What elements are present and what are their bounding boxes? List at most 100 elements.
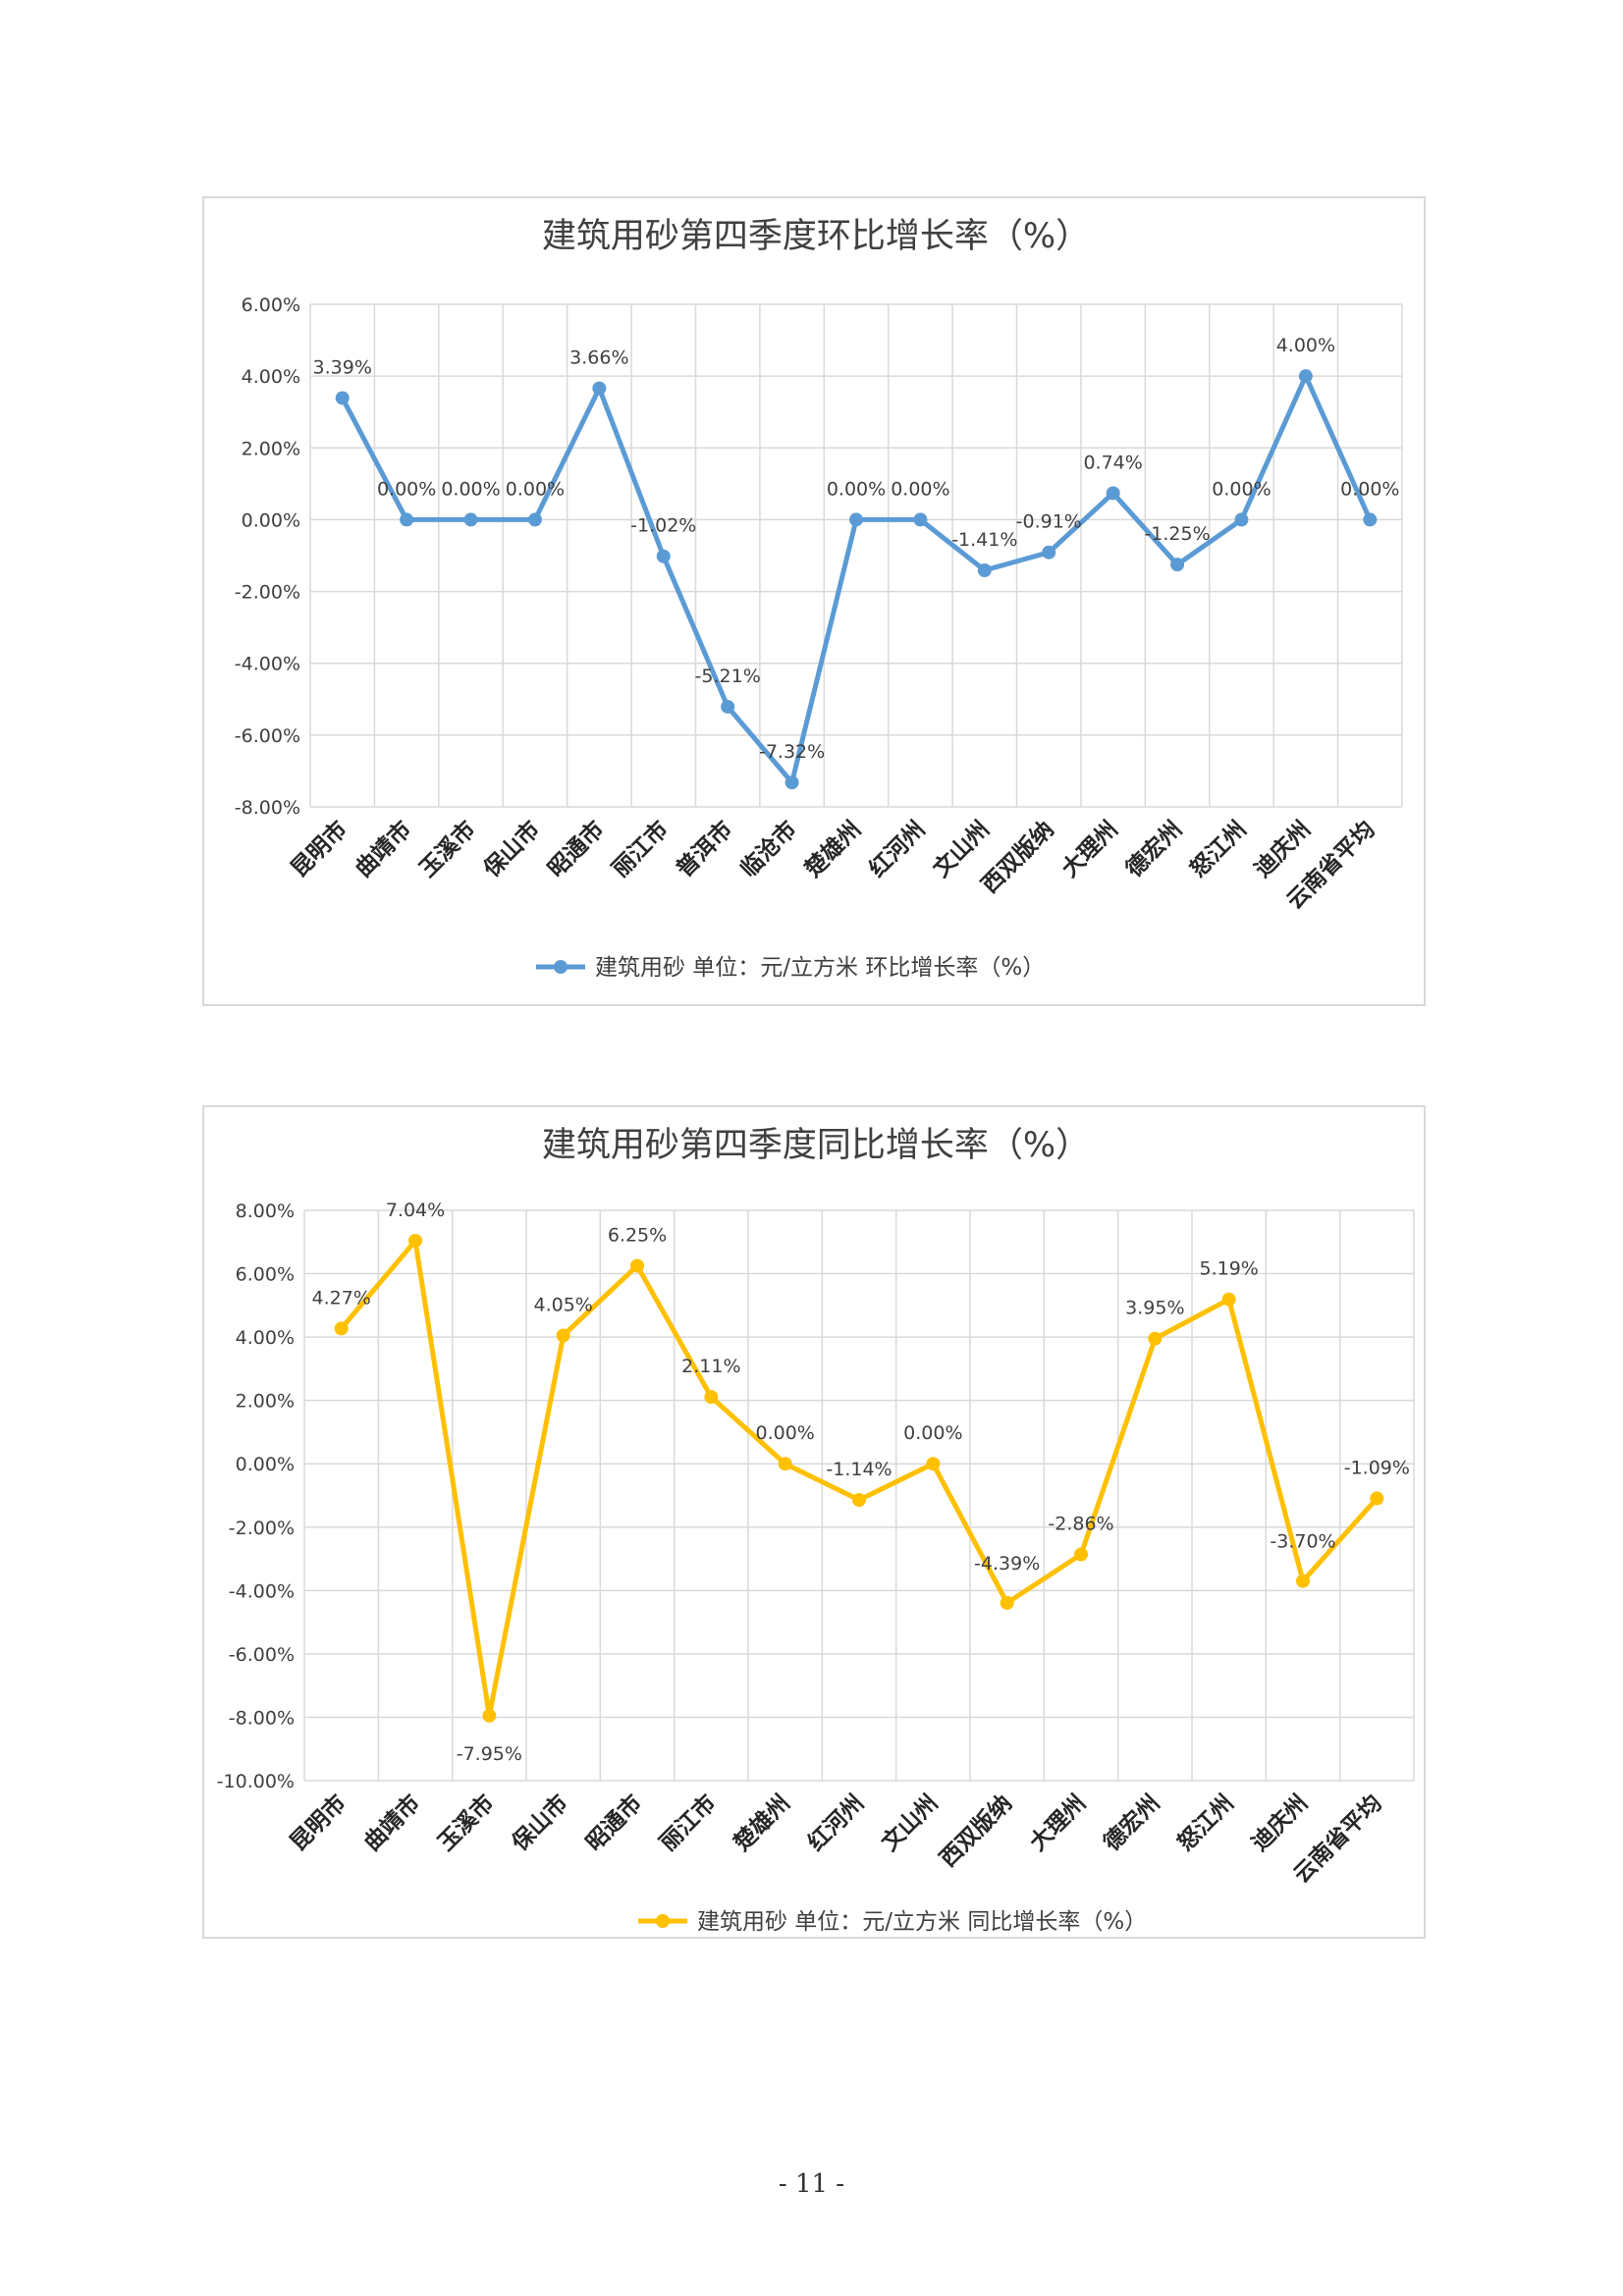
data-label: 0.00%	[1340, 478, 1399, 500]
data-point	[1363, 512, 1378, 527]
data-point	[1074, 1547, 1088, 1562]
data-label: 3.95%	[1125, 1298, 1184, 1319]
x-tick-label: 昆明市	[286, 816, 352, 882]
data-point	[1106, 486, 1120, 501]
data-point	[1221, 1292, 1236, 1307]
data-point	[977, 562, 992, 577]
data-point	[482, 1708, 497, 1723]
data-point	[1000, 1595, 1014, 1610]
y-tick-label: 8.00%	[236, 1201, 295, 1222]
data-point	[926, 1457, 941, 1471]
x-tick-label: 红河州	[864, 816, 931, 882]
data-point	[721, 699, 735, 714]
x-tick-label: 大理州	[1025, 1790, 1091, 1856]
x-tick-label: 临沧市	[735, 816, 802, 882]
x-tick-label: 曲靖市	[358, 1789, 425, 1856]
x-tick-label: 保山市	[478, 816, 546, 883]
series-line	[340, 373, 1373, 785]
data-point	[630, 1258, 644, 1273]
data-label: -3.70%	[1270, 1531, 1335, 1553]
data-point	[335, 391, 350, 405]
data-point	[1170, 558, 1185, 572]
data-label: -1.25%	[1144, 523, 1210, 545]
data-label: 6.25%	[608, 1224, 667, 1246]
data-label: -7.32%	[759, 741, 825, 763]
x-tick-label: 普洱市	[672, 816, 738, 882]
x-tick-label: 昭通市	[580, 1789, 647, 1856]
data-label: 0.00%	[903, 1422, 962, 1444]
y-tick-label: 0.00%	[242, 509, 300, 531]
y-tick-label: -4.00%	[229, 1580, 295, 1602]
y-tick-label: 6.00%	[236, 1264, 295, 1286]
data-label: -1.09%	[1344, 1457, 1410, 1478]
data-label: 0.00%	[441, 478, 500, 500]
y-tick-label: 6.00%	[242, 294, 300, 316]
data-label: 3.39%	[313, 356, 372, 378]
x-tick-label: 保山市	[506, 1789, 573, 1857]
data-label: 0.00%	[506, 478, 565, 500]
data-point	[849, 512, 863, 527]
y-tick-label: 0.00%	[236, 1454, 295, 1475]
data-label: 3.66%	[569, 347, 628, 369]
data-point	[778, 1457, 792, 1471]
chart-title: 建筑用砂第四季度环比增长率（%）	[542, 217, 1090, 256]
data-point	[556, 1328, 570, 1343]
x-tick-label: 德宏州	[1120, 816, 1187, 882]
chart-tb-growth: 建筑用砂第四季度同比增长率（%） 8.00% 6.00% 4.00% 2.00% 0.00…	[202, 1105, 1426, 1939]
x-tick-label: 怒江州	[1185, 816, 1252, 882]
y-tick-label: -10.00%	[217, 1771, 295, 1792]
x-tick-label: 西双版纳	[935, 1789, 1017, 1872]
x-tick-label: 大理州	[1057, 817, 1123, 882]
data-label: 0.00%	[755, 1422, 814, 1444]
data-label: -5.21%	[695, 666, 761, 687]
data-point	[1042, 545, 1056, 560]
data-point	[408, 1233, 422, 1248]
data-point	[334, 1321, 349, 1336]
y-tick-label: -6.00%	[235, 725, 300, 747]
x-tick-label: 楚雄州	[799, 816, 866, 882]
chart-title: 建筑用砂第四季度同比增长率（%）	[542, 1126, 1090, 1165]
page-number: - 11 -	[778, 2169, 845, 2199]
data-point	[1370, 1491, 1384, 1506]
y-tick-label: -8.00%	[229, 1707, 295, 1729]
x-tick-label: 玉溪市	[433, 1789, 500, 1856]
data-point	[527, 512, 542, 527]
data-label: 0.74%	[1083, 452, 1142, 473]
data-label: -1.41%	[951, 529, 1017, 551]
x-tick-label: 怒江州	[1172, 1789, 1239, 1856]
data-label: 5.19%	[1199, 1258, 1258, 1280]
data-label: 4.27%	[311, 1287, 370, 1308]
chart-hb-svg: 建筑用砂第四季度环比增长率（%） 6.00% 4.00% 2.00% 0.00% -2.0…	[235, 217, 1403, 981]
legend-label: 建筑用砂 单位：元/立方米 同比增长率（%）	[697, 1909, 1147, 1935]
legend-marker	[554, 960, 568, 974]
x-tick-label: 文山州	[877, 1789, 944, 1856]
x-tick-label: 昆明市	[285, 1789, 352, 1856]
data-point	[1148, 1331, 1163, 1346]
x-tick-label: 红河州	[802, 1789, 869, 1856]
data-label: 2.11%	[681, 1356, 740, 1377]
legend-marker	[656, 1914, 670, 1928]
data-label: 0.00%	[1212, 478, 1271, 500]
y-tick-label: 2.00%	[242, 438, 300, 459]
data-label: 7.04%	[386, 1200, 445, 1221]
data-label: 0.00%	[377, 478, 436, 500]
data-label: -0.91%	[1016, 511, 1082, 533]
y-tick-label: -2.00%	[229, 1518, 295, 1539]
data-point	[656, 549, 671, 563]
data-point	[704, 1390, 719, 1405]
data-point	[784, 775, 799, 790]
data-label: 4.05%	[533, 1294, 592, 1315]
y-tick-label: 4.00%	[242, 366, 300, 388]
x-tick-label: 迪庆州	[1246, 1789, 1313, 1856]
data-label: 0.00%	[891, 478, 949, 500]
chart-hb-growth: 建筑用砂第四季度环比增长率（%） 6.00% 4.00% 2.00% 0.00% -2.0…	[202, 196, 1426, 1006]
data-point	[913, 512, 928, 527]
x-tick-label: 昭通市	[543, 816, 610, 882]
y-tick-label: -4.00%	[235, 654, 300, 675]
x-tick-label: 玉溪市	[414, 816, 481, 882]
data-label: -4.39%	[974, 1553, 1040, 1575]
x-tick-label: 楚雄州	[729, 1789, 795, 1856]
x-tick-label: 曲靖市	[350, 816, 416, 882]
x-tick-label: 丽江市	[607, 816, 674, 882]
data-point	[852, 1493, 866, 1508]
